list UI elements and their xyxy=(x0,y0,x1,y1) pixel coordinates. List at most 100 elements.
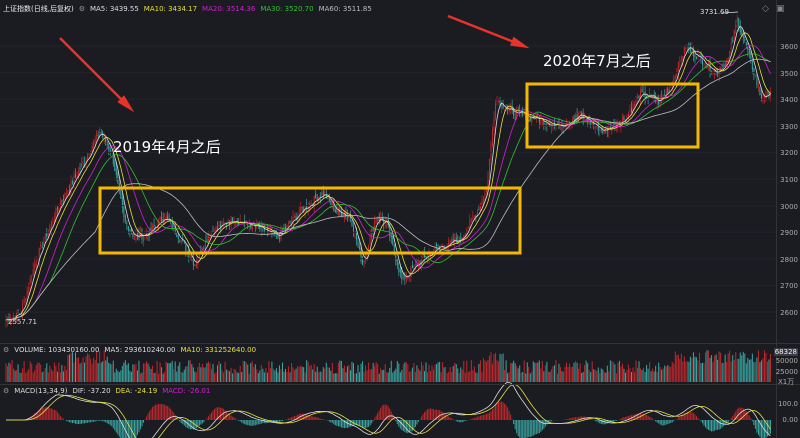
candle-body xyxy=(359,246,361,249)
macd-bar xyxy=(245,420,247,425)
volume-bar xyxy=(210,369,212,382)
macd-bar xyxy=(115,420,117,433)
volume-bar xyxy=(717,359,719,382)
volume-bar xyxy=(656,371,658,382)
volume-bar xyxy=(617,362,619,382)
volume-bar xyxy=(212,363,214,382)
legend-item: MACD: -26.01 xyxy=(162,387,211,395)
diamond-icon[interactable]: ◇ xyxy=(762,4,769,14)
volume-bar xyxy=(584,364,586,382)
volume-bar xyxy=(130,371,132,382)
volume-bar xyxy=(285,368,287,382)
volume-bar xyxy=(71,352,73,382)
candle-body xyxy=(218,224,220,227)
macd-bar xyxy=(198,420,200,426)
volume-bar xyxy=(553,365,555,382)
candle-body xyxy=(460,237,462,239)
volume-bar xyxy=(766,361,768,382)
volume-bar xyxy=(251,361,253,382)
price-axis[interactable]: 68328 50000 25000 X1万 100.0 0.00 3600 350… xyxy=(773,0,800,438)
volume-bar xyxy=(750,359,752,382)
volume-bar xyxy=(189,360,191,382)
macd-bar xyxy=(268,420,270,423)
volume-bar xyxy=(455,364,457,382)
volume-bar xyxy=(102,361,104,382)
volume-bar xyxy=(135,363,137,382)
candle-body xyxy=(491,129,493,146)
macd-bar xyxy=(723,420,725,427)
volume-bar xyxy=(52,370,54,382)
volume-bar xyxy=(220,363,222,382)
macd-bar xyxy=(733,413,735,420)
macd-bar xyxy=(46,407,48,420)
macd-bar xyxy=(425,410,427,420)
volume-bar xyxy=(481,372,483,382)
candle-body xyxy=(748,48,750,53)
volume-bar xyxy=(76,357,78,382)
candle-body xyxy=(53,218,55,224)
volume-bar xyxy=(407,364,409,382)
candle-body xyxy=(365,254,367,261)
macd-bar xyxy=(765,420,767,438)
candle-body xyxy=(498,101,500,103)
price-tick: 2800 xyxy=(780,255,798,264)
macd-bar xyxy=(182,420,184,425)
macd-bar xyxy=(689,412,691,420)
macd-bar xyxy=(537,420,539,434)
volume-bar xyxy=(762,358,764,382)
arrow-2020 xyxy=(447,14,525,48)
volume-bar xyxy=(40,364,42,382)
macd-bar xyxy=(750,418,752,420)
volume-bar xyxy=(487,359,489,382)
volume-bar xyxy=(408,371,410,382)
volume-bar xyxy=(741,355,743,382)
volume-bar xyxy=(339,360,341,382)
volume-bar xyxy=(573,362,575,382)
candle-body xyxy=(692,49,694,56)
volume-bar xyxy=(588,369,590,382)
volume-bar xyxy=(14,370,16,382)
candle-body xyxy=(324,192,326,194)
macd-bar xyxy=(620,418,622,420)
macd-bar xyxy=(49,408,51,420)
volume-bar xyxy=(56,371,58,382)
candle-body xyxy=(523,112,525,116)
volume-bar xyxy=(67,355,69,382)
volume-bar xyxy=(93,357,95,382)
candle-body xyxy=(735,24,737,29)
volume-bar xyxy=(700,363,702,382)
macd-bar xyxy=(393,417,395,420)
window-icon[interactable]: ▣ xyxy=(776,4,785,14)
volume-bar xyxy=(473,366,475,382)
macd-bar xyxy=(381,405,383,420)
candle-body xyxy=(476,211,478,215)
macd-bar xyxy=(292,416,294,420)
gear-icon[interactable]: ⚙ xyxy=(78,5,85,13)
macd-bar xyxy=(726,420,728,424)
candle-body xyxy=(288,222,290,224)
macd-bar xyxy=(745,411,747,420)
volume-bar xyxy=(464,372,466,382)
candle-body xyxy=(733,29,735,42)
volume-bar xyxy=(566,362,568,382)
candle-body xyxy=(132,233,134,238)
macd-bar xyxy=(88,420,90,423)
candle-body xyxy=(336,210,338,213)
macd-bar xyxy=(303,413,305,420)
macd-bar xyxy=(41,408,43,420)
macd-bar xyxy=(232,416,234,420)
candle-body xyxy=(78,170,80,178)
candle-body xyxy=(621,117,623,121)
macd-bar xyxy=(99,420,101,421)
candle-body xyxy=(251,222,253,231)
macd-bar xyxy=(708,420,710,430)
macd-bar xyxy=(493,407,495,420)
macd-bar xyxy=(623,417,625,420)
macd-bar xyxy=(472,418,474,420)
volume-bar xyxy=(62,371,64,382)
volume-bar xyxy=(425,362,427,382)
macd-bar xyxy=(655,420,657,422)
candle-body xyxy=(327,196,329,199)
macd-bar xyxy=(736,409,738,420)
macd-bar xyxy=(96,420,98,421)
